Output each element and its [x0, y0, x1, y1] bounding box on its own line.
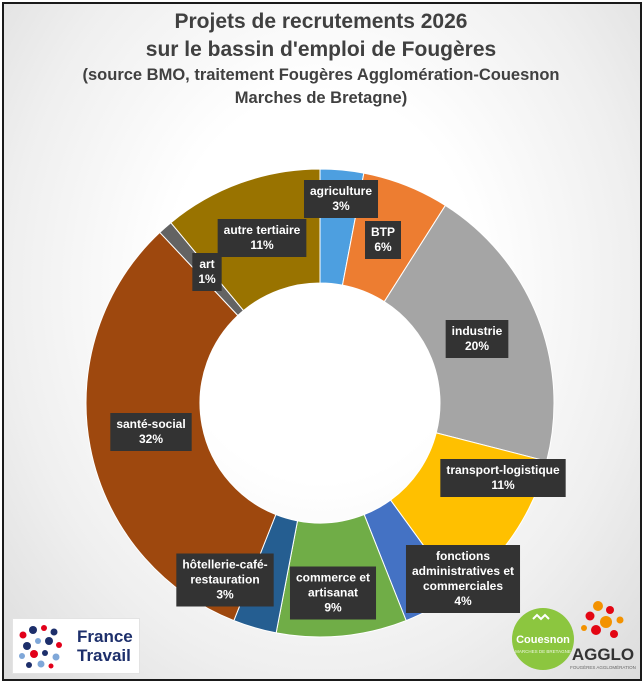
chart-subtitle-line-1: (source BMO, traitement Fougères Agglomé…	[82, 66, 560, 84]
data-label-text: autre tertiaire	[224, 223, 301, 237]
data-label-box	[405, 545, 521, 613]
data-label-text: commerce et	[296, 571, 370, 585]
data-label-text: hôtellerie-café-	[182, 558, 267, 572]
data-label-text: administratives et	[412, 564, 514, 578]
data-label-text: commerciales	[423, 579, 503, 593]
data-label-value: 32%	[139, 432, 163, 446]
france-travail-line-1: France	[77, 627, 133, 646]
france-travail-dots-icon	[19, 625, 62, 669]
data-label-value: 11%	[250, 238, 274, 252]
france-travail-wordmark: France Travail	[77, 627, 133, 665]
data-label-value: 6%	[374, 240, 392, 254]
couesnon-logo-name: Couesnon	[516, 634, 570, 646]
data-label-box	[192, 253, 222, 291]
agglo-logo-name: AGGLO	[572, 645, 634, 664]
data-label-box	[365, 221, 401, 259]
france-travail-line-2: Travail	[77, 646, 131, 665]
data-label-text: fonctions	[436, 549, 490, 563]
data-label-value: 3%	[216, 588, 234, 602]
data-label-text: agriculture	[310, 184, 372, 198]
agglo-logo-tagline: FOUGÈRES AGGLOMÉRATION	[570, 664, 636, 670]
data-label-text: restauration	[190, 573, 259, 587]
data-label-value: 20%	[465, 339, 489, 353]
data-label-value: 9%	[324, 601, 342, 615]
data-label-value: 3%	[332, 199, 350, 213]
data-label-value: 1%	[198, 272, 216, 286]
data-label-box	[440, 459, 566, 497]
data-label-value: 11%	[491, 478, 515, 492]
data-label-text: artisanat	[308, 586, 358, 600]
chart-titles: Projets de recrutements 2026 sur le bass…	[0, 8, 642, 110]
data-label-value: 4%	[454, 594, 472, 608]
chart-title-line-1: Projets de recrutements 2026	[174, 10, 468, 33]
couesnon-logo: Couesnon MARCHES DE BRETAGNE	[512, 608, 574, 670]
chart-subtitle-line-2: Marches de Bretagne)	[234, 89, 408, 107]
france-travail-logo: France Travail	[12, 618, 140, 674]
data-label-box	[303, 180, 379, 218]
data-label-box	[289, 566, 377, 620]
agglo-logo: AGGLO FOUGÈRES AGGLOMÉRATION	[570, 601, 636, 670]
data-label-text: santé-social	[116, 417, 185, 431]
data-label-box	[445, 320, 509, 358]
data-label-text: industrie	[452, 324, 503, 338]
data-label-box	[176, 553, 274, 607]
chart-title-line-2: sur le bassin d'emploi de Fougères	[145, 38, 497, 61]
data-label-text: transport-logistique	[446, 463, 560, 477]
data-label-text: BTP	[371, 225, 395, 239]
data-label-box	[217, 219, 307, 257]
couesnon-logo-tagline: MARCHES DE BRETAGNE	[515, 649, 571, 654]
data-label-box	[110, 413, 192, 451]
donut-labels: agriculture3%BTP6%industrie20%transport-…	[110, 180, 566, 620]
data-label-text: art	[199, 257, 214, 271]
